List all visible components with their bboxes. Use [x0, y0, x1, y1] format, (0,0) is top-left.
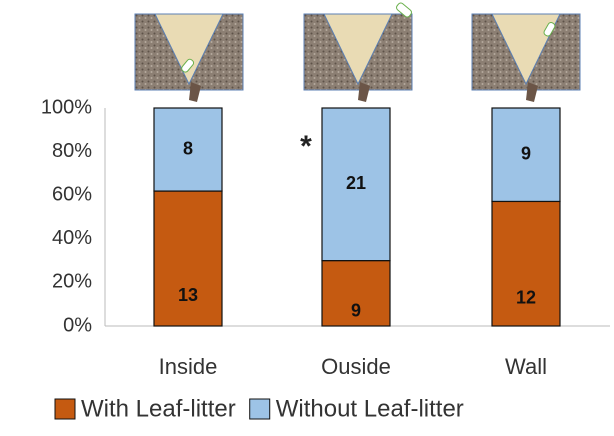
legend-label: With Leaf-litter [81, 395, 236, 422]
legend-label: Without Leaf-litter [276, 395, 464, 422]
schematics [135, 2, 580, 102]
data-label: 13 [178, 285, 198, 305]
y-tick-label: 60% [52, 183, 92, 205]
y-tick-label: 80% [52, 140, 92, 162]
data-label: 9 [521, 143, 531, 163]
data-label: 12 [516, 287, 536, 307]
chart: 0% 20% 40% 60% 80% 100% 13 8 Inside 9 21 Ouside 12 9 W… [0, 0, 614, 436]
x-tick-label: Wall [505, 354, 547, 379]
schematic-inside [135, 14, 243, 102]
y-tick-label: 40% [52, 227, 92, 249]
legend-swatch [250, 399, 270, 419]
legend-swatch [55, 399, 75, 419]
x-tick-label: Ouside [321, 354, 391, 379]
bar-segment [154, 191, 222, 326]
annotation: * [300, 130, 312, 163]
y-tick-label: 0% [63, 314, 92, 336]
data-label: 8 [183, 138, 193, 158]
data-label: 9 [351, 300, 361, 320]
schematic-outside [304, 2, 413, 102]
y-tick-label: 20% [52, 271, 92, 293]
x-tick-label: Inside [159, 354, 218, 379]
y-tick-label: 100% [41, 96, 92, 118]
data-label: 21 [346, 173, 366, 193]
schematic-wall [472, 14, 580, 102]
